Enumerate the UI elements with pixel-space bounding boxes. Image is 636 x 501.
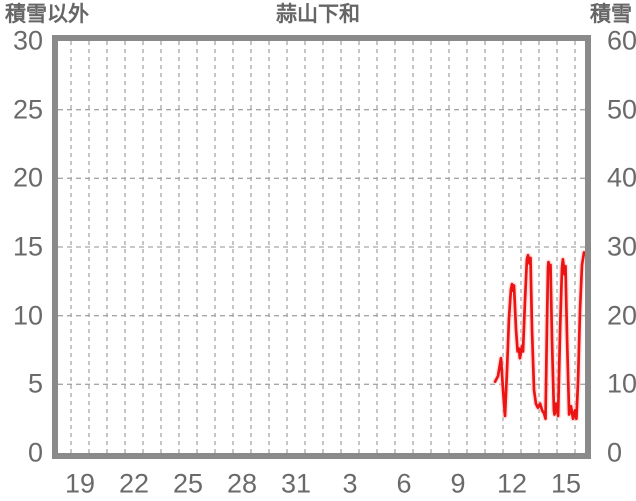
- right-axis-tick-30: 30: [607, 231, 636, 262]
- left-axis-tick-15: 15: [12, 231, 43, 262]
- left-axis-title: 積雪以外: [5, 3, 89, 26]
- x-axis-tick-31: 31: [280, 468, 312, 499]
- right-axis-tick-0: 0: [607, 437, 623, 468]
- left-axis-tick-30: 30: [12, 25, 43, 56]
- plot-area: [52, 35, 591, 459]
- right-axis-tick-60: 60: [607, 25, 636, 56]
- left-axis-tick-5: 5: [27, 368, 43, 399]
- station-title: 蒜山下和: [276, 3, 360, 26]
- right-axis-tick-10: 10: [607, 368, 636, 399]
- right-axis-title: 積雪: [590, 3, 632, 26]
- x-axis-tick-3: 3: [342, 468, 358, 499]
- x-axis-tick-12: 12: [496, 468, 528, 499]
- x-axis-tick-22: 22: [118, 468, 150, 499]
- left-axis-tick-20: 20: [12, 162, 43, 193]
- right-axis-tick-50: 50: [607, 94, 636, 125]
- line-chart-svg: [58, 41, 585, 453]
- x-axis-tick-28: 28: [226, 468, 258, 499]
- x-axis-tick-15: 15: [550, 468, 582, 499]
- left-axis-tick-10: 10: [12, 300, 43, 331]
- x-axis-tick-9: 9: [450, 468, 466, 499]
- x-axis-tick-6: 6: [396, 468, 412, 499]
- x-axis-tick-25: 25: [172, 468, 204, 499]
- right-axis-tick-20: 20: [607, 300, 636, 331]
- right-axis-tick-40: 40: [607, 162, 636, 193]
- red-line-path: [493, 251, 585, 421]
- x-axis-tick-19: 19: [64, 468, 96, 499]
- left-axis-tick-25: 25: [12, 94, 43, 125]
- left-axis-tick-0: 0: [27, 437, 43, 468]
